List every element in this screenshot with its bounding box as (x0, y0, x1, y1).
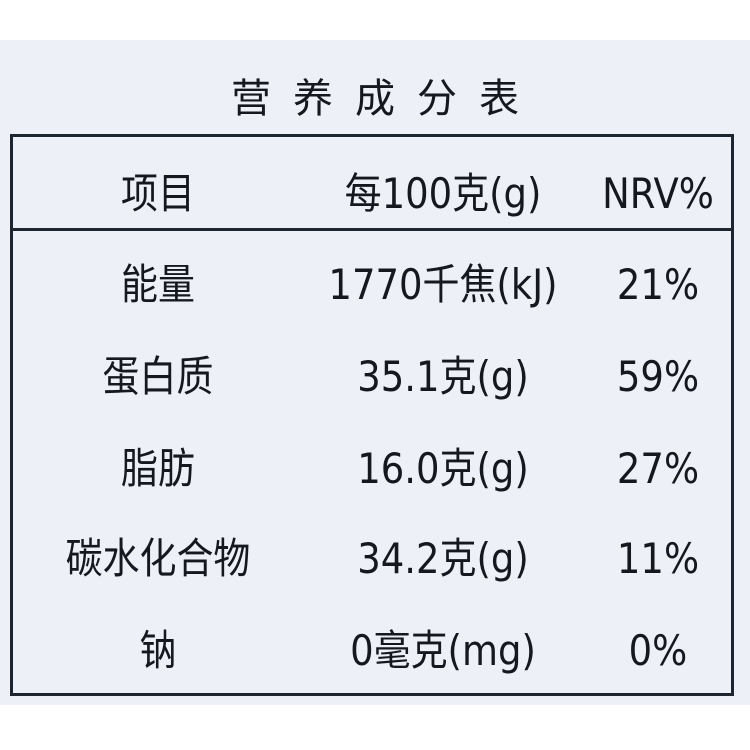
item-name: 能量 (121, 260, 195, 309)
table-row: 能量 1770千焦(kJ) 21% (13, 245, 731, 325)
item-nrv: 21% (616, 260, 700, 309)
item-nrv: 59% (616, 352, 700, 401)
header-row: 项目 每100克(g) NRV% (13, 154, 731, 234)
table-row: 脂肪 16.0克(g) 27% (13, 429, 731, 509)
header-nrv: NRV% (602, 169, 714, 218)
item-name: 钠 (139, 626, 177, 675)
item-value: 0毫克(mg) (350, 626, 536, 675)
item-name: 碳水化合物 (65, 534, 251, 583)
item-name: 蛋白质 (102, 352, 214, 401)
item-nrv: 27% (616, 444, 700, 493)
label-background (0, 40, 750, 705)
nutrition-table: 项目 每100克(g) NRV% 能量 1770千焦(kJ) 21% 蛋白质 3… (10, 134, 734, 696)
item-nrv: 0% (628, 626, 688, 675)
item-value: 34.2克(g) (357, 534, 529, 583)
item-nrv: 11% (616, 534, 700, 583)
item-name: 脂肪 (121, 444, 195, 493)
header-divider (13, 228, 731, 231)
table-row: 蛋白质 35.1克(g) 59% (13, 337, 731, 417)
header-per100g: 每100克(g) (344, 169, 542, 218)
label-title: 营养成分表 (231, 76, 541, 122)
header-item: 项目 (121, 169, 195, 218)
item-value: 35.1克(g) (357, 352, 529, 401)
table-row: 钠 0毫克(mg) 0% (13, 611, 731, 691)
item-value: 16.0克(g) (357, 444, 529, 493)
item-value: 1770千焦(kJ) (328, 260, 558, 309)
table-row: 碳水化合物 34.2克(g) 11% (13, 519, 731, 599)
